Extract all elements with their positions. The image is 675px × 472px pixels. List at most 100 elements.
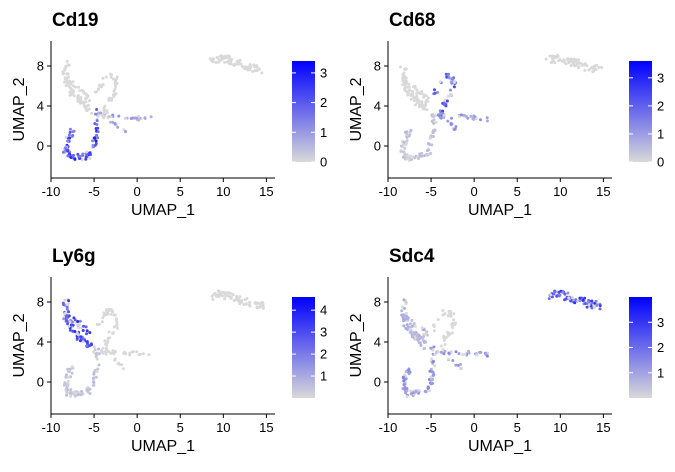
umap-point xyxy=(450,77,454,81)
umap-point xyxy=(109,72,112,76)
umap-point xyxy=(422,332,426,336)
colorbar-tick-label: 3 xyxy=(657,70,664,85)
umap-point xyxy=(63,312,67,316)
umap-point xyxy=(70,365,74,369)
umap-point xyxy=(485,116,489,120)
umap-point xyxy=(112,95,116,98)
umap-point xyxy=(116,326,119,330)
x-tick-label: 5 xyxy=(514,184,521,199)
umap-point xyxy=(61,72,65,76)
umap-point xyxy=(96,130,100,134)
umap-point xyxy=(141,352,145,356)
umap-point xyxy=(420,154,424,158)
umap-point xyxy=(434,120,438,124)
umap-point xyxy=(95,357,99,361)
umap-point xyxy=(114,85,117,88)
umap-point xyxy=(238,295,242,299)
umap-point xyxy=(246,68,250,72)
umap-point xyxy=(431,360,435,363)
umap-point xyxy=(553,61,557,65)
umap-point xyxy=(69,394,73,398)
umap-point xyxy=(451,359,455,362)
umap-point xyxy=(69,156,73,159)
umap-point xyxy=(439,116,442,119)
umap-point xyxy=(409,97,413,101)
umap-point xyxy=(583,296,587,300)
umap-point xyxy=(93,136,96,140)
umap-point xyxy=(221,294,224,298)
umap-point xyxy=(239,62,243,66)
umap-point xyxy=(418,92,422,96)
x-tick-label: 0 xyxy=(134,184,141,199)
umap-point xyxy=(403,88,407,92)
umap-point xyxy=(567,58,571,62)
umap-point xyxy=(433,364,437,368)
y-tick-label: 8 xyxy=(374,295,381,310)
umap-point xyxy=(113,122,117,126)
umap-point xyxy=(598,307,602,311)
umap-point xyxy=(67,133,71,137)
umap-point xyxy=(560,59,564,63)
umap-point xyxy=(421,337,425,341)
umap-point xyxy=(228,55,232,58)
y-tick-label: 4 xyxy=(37,335,44,350)
umap-point xyxy=(414,390,418,394)
umap-point xyxy=(71,80,75,84)
umap-point xyxy=(68,320,72,324)
umap-point xyxy=(91,380,95,384)
colorbar xyxy=(629,61,652,162)
umap-point xyxy=(557,290,561,294)
umap-point xyxy=(68,127,72,131)
panel-cd19: Cd19 -10 -5 0 5 10 15 0 4 8 UMAP_1 UMAP_2 0 1 2 3 xyxy=(11,10,327,219)
umap-point xyxy=(555,294,559,298)
umap-point xyxy=(211,298,215,301)
umap-point xyxy=(76,94,80,97)
colorbar-tick-label: 2 xyxy=(657,340,664,355)
umap-point xyxy=(449,314,453,318)
umap-point xyxy=(76,333,80,336)
umap-point xyxy=(485,354,489,358)
umap-point xyxy=(572,57,576,61)
umap-point xyxy=(101,351,105,355)
umap-point xyxy=(425,149,429,153)
umap-point xyxy=(255,69,259,73)
umap-point xyxy=(128,351,132,355)
umap-point xyxy=(594,299,598,303)
umap-point xyxy=(102,106,106,110)
umap-point xyxy=(253,301,257,305)
umap-point xyxy=(240,64,244,68)
umap-point xyxy=(73,157,77,161)
umap-point xyxy=(417,157,420,160)
x-tick-label: 5 xyxy=(177,420,184,435)
umap-point xyxy=(401,155,405,159)
umap-point xyxy=(97,363,101,367)
umap-point xyxy=(235,295,239,298)
umap-point xyxy=(248,300,252,304)
umap-point xyxy=(446,357,450,361)
umap-point xyxy=(95,108,99,111)
umap-point xyxy=(78,157,82,161)
x-tick-label: 15 xyxy=(259,420,273,435)
umap-point xyxy=(112,77,115,81)
umap-point xyxy=(442,101,446,105)
umap-point xyxy=(64,373,68,377)
umap-point xyxy=(438,80,442,84)
umap-point xyxy=(65,393,68,397)
umap-point xyxy=(70,135,74,138)
umap-point xyxy=(424,99,428,103)
umap-point xyxy=(457,352,461,356)
x-tick-label: -10 xyxy=(379,420,398,435)
umap-point xyxy=(433,353,437,357)
umap-point xyxy=(92,377,96,381)
x-tick-label: 15 xyxy=(596,420,610,435)
umap-point xyxy=(65,391,69,395)
umap-point xyxy=(448,88,452,92)
umap-point xyxy=(63,146,67,150)
umap-point xyxy=(420,89,424,93)
umap-point xyxy=(444,104,448,108)
umap-point xyxy=(78,319,82,323)
colorbar xyxy=(292,61,315,162)
umap-point xyxy=(84,325,88,329)
umap-point xyxy=(235,297,239,301)
umap-point xyxy=(69,86,73,90)
